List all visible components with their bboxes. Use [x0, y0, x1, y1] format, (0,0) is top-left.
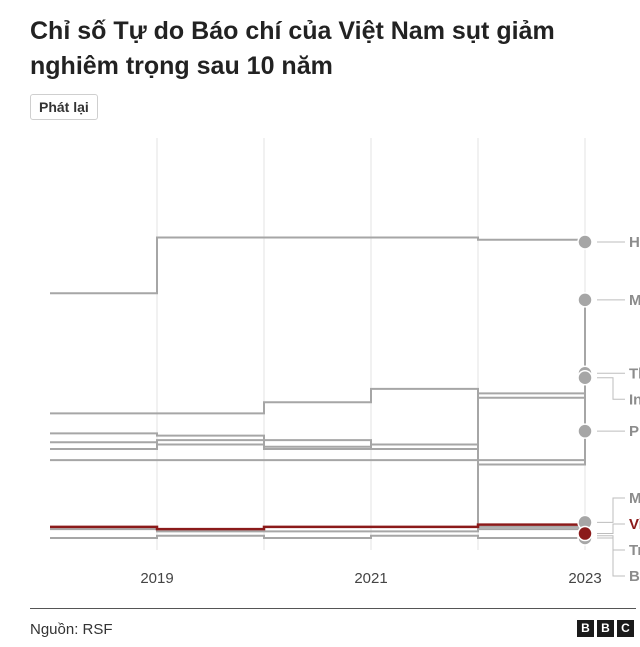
replay-button[interactable]: Phát lại — [30, 94, 98, 120]
bbc-logo-letter: B — [577, 620, 594, 637]
series-line — [50, 373, 586, 450]
series-end-label: Trung Quốc 179 — [629, 542, 640, 559]
x-tick-label: 2023 — [568, 570, 601, 587]
series-line — [50, 377, 586, 415]
series-end-dot — [577, 292, 593, 308]
bbc-logo-letter: B — [597, 620, 614, 637]
bbc-logo: B B C — [577, 620, 634, 637]
series-line — [50, 534, 585, 539]
chart-title: Chỉ số Tự do Báo chí của Việt Nam sụt gi… — [30, 17, 555, 80]
series-end-label: Philippines 132 — [629, 423, 640, 440]
series-line — [50, 431, 586, 466]
series-end-label: Bắc Hàn 180 — [629, 567, 640, 585]
label-leader-line — [597, 377, 625, 400]
source-note: Nguồn: RSF — [30, 621, 113, 638]
series-end-label: Myanmar 173 — [629, 490, 640, 507]
series-line — [50, 523, 587, 534]
x-tick-label: 2021 — [354, 570, 387, 587]
series-end-label: Malaysia 73 — [629, 292, 640, 309]
x-tick-label: 2019 — [140, 570, 173, 587]
series-line — [50, 441, 586, 531]
series-end-label: Thái Lan 106 — [629, 365, 640, 382]
series-end-dot — [577, 370, 593, 386]
series-end-label: Việt Nam 178 — [629, 516, 640, 533]
footer-divider — [30, 608, 636, 609]
chart-area: 2019 2021 2023 Hàn Quốc 47 Malaysia 73 Thái L… — [50, 138, 640, 587]
label-leader-line — [597, 497, 625, 523]
series-end-dot — [577, 234, 593, 250]
series-end-dot — [577, 525, 593, 542]
bbc-logo-letter: C — [617, 620, 634, 637]
series-line — [50, 236, 586, 295]
series-end-label: Indonesia 108 — [629, 391, 640, 408]
series-line — [50, 299, 586, 462]
series-end-dot — [577, 423, 593, 439]
label-leader-line — [597, 523, 625, 535]
series-end-label: Hàn Quốc 47 — [629, 234, 640, 251]
label-leader-line — [597, 537, 625, 577]
